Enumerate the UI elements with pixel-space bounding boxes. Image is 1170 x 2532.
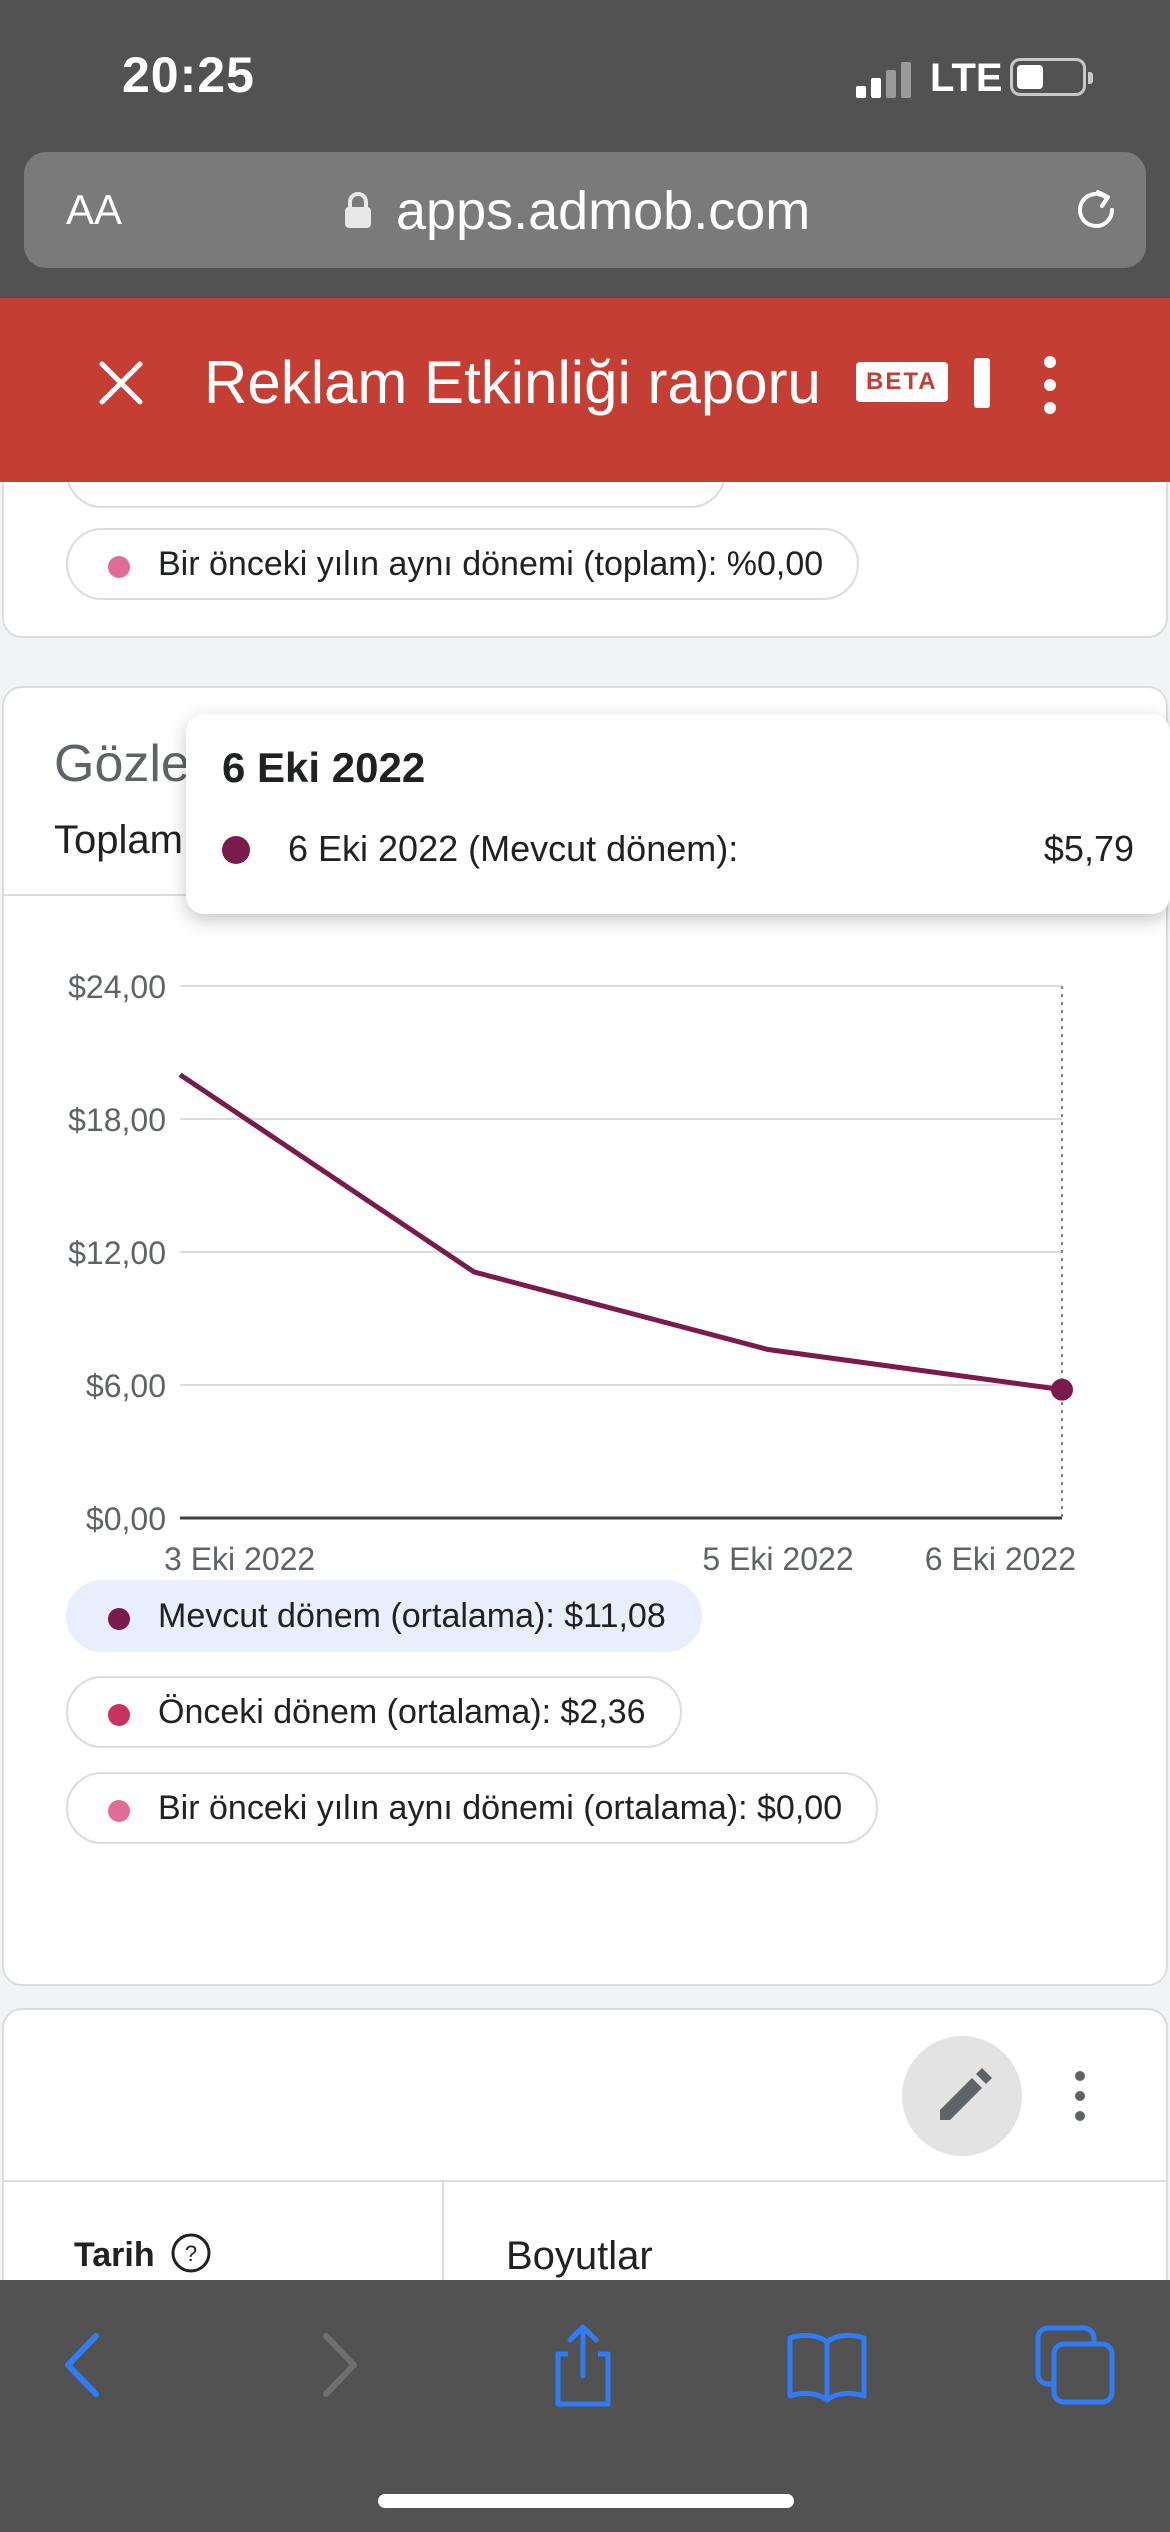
- line-chart[interactable]: $24,00 $18,00 $12,00 $6,00 $0,00 3 Eki 2022 5 …: [4, 688, 1170, 1688]
- lock-icon: [345, 192, 371, 228]
- app-header: Reklam Etkinliği raporu BETA: [0, 298, 1170, 482]
- back-icon[interactable]: [40, 2320, 130, 2410]
- network-label: LTE: [930, 56, 1003, 100]
- text-size-button[interactable]: AA: [66, 186, 123, 233]
- legend-dot: [108, 1800, 130, 1822]
- y-tick-label: $6,00: [86, 1368, 166, 1404]
- url-text[interactable]: apps.admob.com: [396, 181, 811, 241]
- status-time: 20:25: [122, 47, 255, 103]
- tooltip-series-dot: [222, 836, 250, 864]
- status-bar: 20:25 LTE: [0, 0, 1170, 150]
- x-tick-label: 6 Eki 2022: [925, 1541, 1076, 1577]
- tooltip-label: 6 Eki 2022 (Mevcut dönem):: [288, 828, 739, 869]
- column-divider: [442, 2180, 444, 2300]
- legend-chip-current[interactable]: Mevcut dönem (ortalama): $11,08: [66, 1580, 702, 1652]
- y-tick-label: $0,00: [86, 1501, 166, 1537]
- dimensions-column-header: Boyutlar: [506, 2234, 653, 2278]
- close-icon[interactable]: [96, 358, 146, 408]
- tooltip-title: 6 Eki 2022: [222, 744, 426, 791]
- y-tick-label: $12,00: [68, 1235, 166, 1271]
- legend-chip-clipped[interactable]: [66, 482, 726, 508]
- legend-chip-label: Mevcut dönem (ortalama): $11,08: [158, 1596, 666, 1635]
- more-vert-icon[interactable]: [1030, 350, 1070, 420]
- x-tick-label: 3 Eki 2022: [164, 1541, 315, 1577]
- legend-chip-last-year[interactable]: Bir önceki yılın aynı dönemi (toplam): %…: [66, 528, 860, 600]
- signal-icon: [856, 58, 916, 98]
- pencil-icon: [940, 2068, 992, 2120]
- x-tick-label: 5 Eki 2022: [702, 1541, 853, 1577]
- battery-icon: [1010, 58, 1093, 96]
- forward-icon[interactable]: [292, 2320, 382, 2410]
- legend-chip-label: Önceki dönem (ortalama): $2,36: [158, 1692, 646, 1731]
- more-vert-icon[interactable]: [1066, 2066, 1094, 2126]
- tooltip-value: $5,79: [1043, 828, 1134, 869]
- y-tick-label: $18,00: [68, 1102, 166, 1138]
- metric-card-previous: Bir önceki yılın aynı dönemi (toplam): %…: [2, 482, 1168, 638]
- aggregation-dropdown[interactable]: Toplam: [54, 818, 183, 862]
- legend-dot: [108, 556, 130, 578]
- tabs-icon[interactable]: [1030, 2320, 1120, 2410]
- svg-text:?: ?: [185, 2241, 197, 2266]
- date-column-header: Tarih: [74, 2236, 155, 2274]
- legend-dot: [108, 1608, 130, 1630]
- bookmarks-icon[interactable]: [782, 2320, 872, 2410]
- legend-chip-last-year[interactable]: Bir önceki yılın aynı dönemi (ortalama):…: [66, 1772, 879, 1844]
- help-icon[interactable]: ?: [170, 2232, 212, 2274]
- beta-badge: BETA: [856, 362, 948, 402]
- reload-icon[interactable]: [1068, 182, 1124, 238]
- series-line: [178, 1072, 1063, 1393]
- share-icon[interactable]: [538, 2320, 628, 2410]
- table-divider: [2, 2180, 1168, 2182]
- device-icon[interactable]: [974, 358, 990, 408]
- y-tick-label: $24,00: [68, 969, 166, 1005]
- highlighted-point: [1051, 1378, 1073, 1401]
- address-bar[interactable]: AA apps.admob.com: [24, 152, 1146, 268]
- page-title: Reklam Etkinliği raporu: [204, 349, 821, 416]
- chart-tooltip: 6 Eki 2022 6 Eki 2022 (Mevcut dönem): $5…: [186, 714, 1170, 914]
- legend-chip-label: Bir önceki yılın aynı dönemi (toplam): %…: [158, 544, 824, 583]
- browser-toolbar: [0, 2280, 1170, 2532]
- legend-chip-previous[interactable]: Önceki dönem (ortalama): $2,36: [66, 1676, 682, 1748]
- legend-chip-label: Bir önceki yılın aynı dönemi (ortalama):…: [158, 1788, 843, 1827]
- legend-dot: [108, 1704, 130, 1726]
- home-indicator: [378, 2494, 794, 2508]
- edit-button[interactable]: [902, 2036, 1022, 2156]
